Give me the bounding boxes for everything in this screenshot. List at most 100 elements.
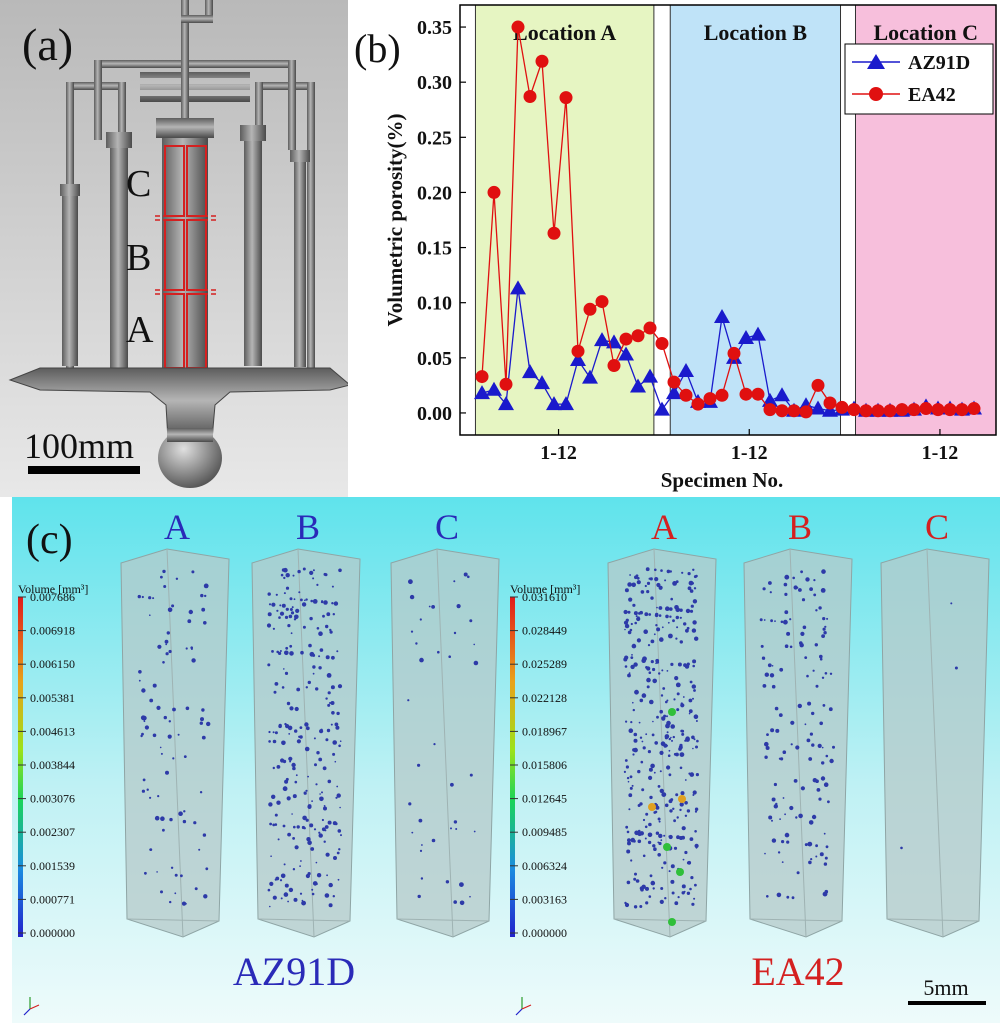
panel-b-porosity-chart: (b) Location A Location B Location C 0.00 0… — [350, 0, 1000, 497]
az91d-colorbar-ticks: 0.007686 0.006918 0.006150 0.005381 0.004613… — [18, 590, 75, 940]
point-ea42 — [691, 397, 705, 411]
point-ea42 — [487, 185, 501, 199]
colorbar-tick-label: 0.028449 — [522, 624, 567, 638]
point-ea42 — [655, 336, 669, 350]
region-label-1: Location A — [513, 20, 616, 45]
point-az91d — [738, 329, 754, 344]
sprue-top — [181, 0, 213, 62]
data-series — [474, 20, 982, 419]
colorbar-tick-label: 0.002307 — [30, 825, 75, 839]
ea42-column-a: A — [651, 507, 677, 547]
plot-frame — [459, 4, 997, 436]
panel-c-label: (c) — [26, 517, 73, 563]
point-az91d — [642, 368, 658, 383]
ea42-colorbar-title: Volume [mm³] — [510, 582, 580, 596]
colorbar-tick-label: 0.009485 — [522, 825, 567, 839]
legend-label-ea42: EA42 — [908, 84, 956, 106]
colorbar-tick-label: 0.025289 — [522, 657, 567, 671]
az91d-colorbar: Volume [mm³] 0.007686 0.006918 0.006150 0.0… — [18, 582, 88, 940]
y-tick-label: 0.25 — [417, 127, 452, 149]
point-az91d — [666, 385, 682, 400]
point-az91d — [534, 375, 550, 390]
ct-scan-figure: (c) A B C A B C Volume [mm³] 0.0076860.0… — [12, 497, 1000, 1023]
ea42-column-b: B — [788, 507, 812, 547]
point-ea42 — [583, 302, 597, 316]
y-axis-title: Volumetric porosity(%) — [383, 114, 407, 327]
point-az91d — [618, 346, 634, 361]
colorbar-tick-label: 0.007686 — [30, 590, 75, 604]
x-tick-label: 1-12 — [731, 442, 768, 464]
point-ea42 — [955, 403, 969, 417]
az91d-specimen-b — [251, 548, 361, 938]
colorbar-tick-label: 0.012645 — [522, 792, 567, 806]
point-ea42 — [727, 346, 741, 360]
point-az91d — [522, 364, 538, 379]
point-az91d — [750, 326, 766, 341]
colorbar-tick-label: 0.018967 — [522, 724, 567, 738]
panel-a-label: (a) — [22, 19, 73, 70]
central-casting-block — [155, 118, 216, 370]
colorbar-tick-label: 0.006150 — [30, 657, 75, 671]
point-ea42 — [931, 403, 945, 417]
az91d-column-b: B — [296, 507, 320, 547]
point-az91d — [570, 352, 586, 367]
region-2 — [669, 4, 842, 436]
point-ea42 — [703, 392, 717, 406]
panel-c-scale-bar-label: 5mm — [923, 975, 968, 1000]
ea42-colorbar-ticks: 0.031610 0.028449 0.025289 0.022128 0.018967… — [510, 590, 567, 940]
right-test-bars — [240, 125, 310, 367]
point-az91d — [774, 387, 790, 402]
panel-b-label: (b) — [354, 26, 401, 71]
colorbar-tick-label: 0.031610 — [522, 590, 567, 604]
region-1 — [474, 4, 655, 436]
point-ea42 — [883, 404, 897, 418]
location-label-b: B — [126, 237, 151, 279]
point-az91d — [810, 400, 826, 415]
az91d-title: AZ91D — [233, 949, 355, 994]
region-label-3: Location C — [873, 20, 978, 45]
point-az91d — [678, 363, 694, 378]
colorbar-tick-label: 0.003163 — [522, 892, 567, 906]
az91d-specimen-a — [120, 548, 230, 938]
colorbar-tick-label: 0.004613 — [30, 724, 75, 738]
ea42-specimen-a — [607, 548, 717, 938]
colorbar-tick-label: 0.000000 — [30, 926, 75, 940]
ea42-title: EA42 — [751, 949, 844, 994]
point-ea42 — [967, 402, 981, 416]
porosity-chart: (b) Location A Location B Location C 0.00 0… — [354, 4, 997, 492]
point-ea42 — [835, 400, 849, 414]
y-tick-label: 0.35 — [417, 17, 452, 39]
scale-bar — [28, 466, 140, 474]
colorbar-tick-label: 0.006918 — [30, 624, 75, 638]
y-tick-label: 0.05 — [417, 348, 452, 370]
colorbar-tick-label: 0.015806 — [522, 758, 567, 772]
az91d-specimen-c — [390, 548, 500, 938]
chart-legend: AZ91D EA42 — [844, 43, 994, 115]
point-az91d — [822, 402, 838, 417]
colorbar-tick-label: 0.022128 — [522, 691, 567, 705]
y-tick-label: 0.00 — [417, 403, 452, 425]
point-ea42 — [547, 226, 561, 240]
point-ea42 — [667, 375, 681, 389]
point-ea42 — [715, 388, 729, 402]
location-region-labels: Location A Location B Location C — [513, 20, 978, 45]
point-ea42 — [907, 403, 921, 417]
point-ea42 — [895, 403, 909, 417]
point-az91d — [594, 332, 610, 347]
region-label-2: Location B — [704, 20, 808, 45]
point-ea42 — [751, 387, 765, 401]
location-label-c: C — [126, 163, 151, 205]
scale-bar-label: 100mm — [24, 426, 134, 466]
bottom-runner — [8, 367, 352, 488]
point-ea42 — [943, 403, 957, 417]
az91d-column-a: A — [164, 507, 190, 547]
point-ea42 — [559, 91, 573, 105]
az91d-colorbar-title: Volume [mm³] — [18, 582, 88, 596]
y-tick-label: 0.10 — [417, 293, 452, 315]
point-az91d — [498, 396, 514, 411]
colorbar-tick-label: 0.000771 — [30, 892, 75, 906]
point-ea42 — [643, 321, 657, 335]
casting-drawing: (a) C B A 100mm — [0, 0, 352, 497]
colorbar-tick-label: 0.003844 — [30, 758, 75, 772]
point-ea42 — [595, 295, 609, 309]
